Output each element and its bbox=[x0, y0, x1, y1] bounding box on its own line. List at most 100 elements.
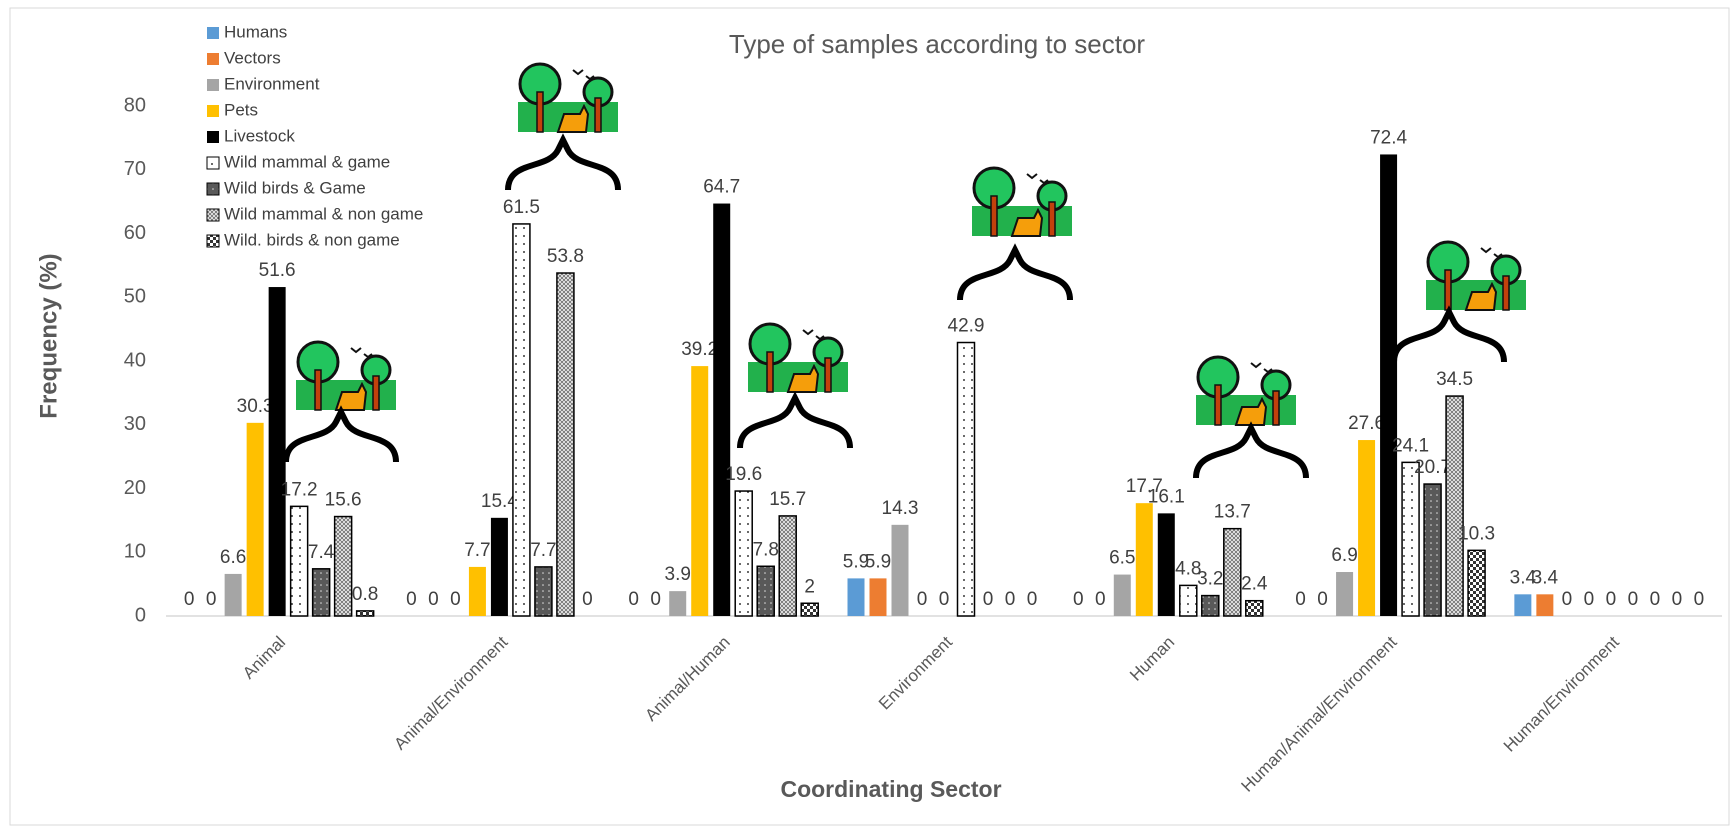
x-tick-label: Human bbox=[1126, 633, 1178, 685]
data-label: 6.6 bbox=[220, 547, 246, 568]
legend-swatch bbox=[206, 234, 220, 248]
data-label: 30.3 bbox=[237, 396, 274, 417]
data-label: 0 bbox=[1694, 589, 1705, 610]
bar bbox=[468, 566, 486, 616]
x-tick-label: Human/Animal/Environment bbox=[1237, 632, 1400, 795]
data-label: 20.7 bbox=[1414, 457, 1451, 478]
data-label: 0 bbox=[1562, 589, 1573, 610]
data-label: 2 bbox=[804, 576, 815, 597]
bar bbox=[1135, 503, 1153, 616]
data-label: 3.4 bbox=[1532, 567, 1559, 588]
data-label: 3.9 bbox=[665, 564, 691, 585]
x-tick-label: Animal/Environment bbox=[390, 632, 511, 753]
data-label: 7.4 bbox=[308, 542, 335, 563]
bar bbox=[490, 517, 508, 616]
bar bbox=[891, 524, 909, 616]
legend-swatch bbox=[206, 156, 220, 170]
data-label: 6.9 bbox=[1331, 545, 1357, 566]
decoration bbox=[286, 62, 1528, 478]
y-tick-label: 10 bbox=[124, 541, 146, 563]
data-label: 4.8 bbox=[1175, 558, 1201, 579]
data-label: 0 bbox=[628, 589, 639, 610]
data-label: 17.2 bbox=[281, 479, 318, 500]
data-label: 0 bbox=[450, 589, 461, 610]
y-tick-label: 80 bbox=[124, 94, 146, 116]
bar bbox=[1401, 461, 1420, 617]
legend-label: Vectors bbox=[224, 48, 281, 67]
data-label: 0 bbox=[983, 589, 994, 610]
bar bbox=[512, 223, 531, 617]
data-label: 0 bbox=[184, 589, 195, 610]
bar bbox=[778, 515, 797, 617]
data-label: 0 bbox=[406, 589, 417, 610]
x-tick-label: Human/Environment bbox=[1500, 632, 1623, 755]
x-axis-title: Coordinating Sector bbox=[780, 776, 1001, 802]
y-tick-label: 0 bbox=[135, 604, 146, 626]
data-label: 15.6 bbox=[325, 490, 362, 511]
bar bbox=[1336, 572, 1354, 616]
data-label: 6.5 bbox=[1109, 548, 1135, 569]
bar bbox=[800, 602, 819, 617]
bar bbox=[713, 203, 731, 616]
bar bbox=[1536, 594, 1554, 616]
bar bbox=[1113, 574, 1131, 616]
bar bbox=[847, 578, 865, 616]
y-tick-label: 30 bbox=[124, 413, 146, 435]
data-label: 16.1 bbox=[1148, 486, 1185, 507]
y-tick-label: 60 bbox=[124, 222, 146, 244]
bar bbox=[669, 591, 687, 616]
bar bbox=[268, 287, 286, 616]
bar bbox=[1157, 513, 1175, 616]
bar bbox=[534, 566, 553, 617]
bar bbox=[1223, 527, 1242, 617]
data-label: 0 bbox=[1606, 589, 1617, 610]
data-label: 0 bbox=[1095, 589, 1106, 610]
data-label: 0 bbox=[1295, 589, 1306, 610]
y-tick-label: 40 bbox=[124, 349, 146, 371]
data-label: 0 bbox=[650, 589, 661, 610]
bar bbox=[1201, 594, 1220, 617]
data-label: 2.4 bbox=[1241, 574, 1268, 595]
legend-label: Wild birds & Game bbox=[224, 178, 366, 197]
bar bbox=[311, 568, 331, 617]
legend-label: Environment bbox=[224, 74, 320, 93]
bar bbox=[1514, 594, 1532, 616]
legend-swatch bbox=[207, 53, 219, 65]
data-label: 14.3 bbox=[882, 498, 919, 519]
bar bbox=[734, 490, 753, 617]
legend-swatch bbox=[207, 131, 219, 143]
x-tick-label: Animal/Human bbox=[641, 633, 733, 725]
data-label: 0 bbox=[1628, 589, 1639, 610]
chart-border bbox=[9, 7, 1730, 826]
data-label: 0.8 bbox=[352, 584, 378, 605]
legend-label: Wild. birds & non game bbox=[224, 230, 400, 249]
data-label: 0 bbox=[1650, 589, 1661, 610]
bar bbox=[1245, 599, 1264, 617]
data-label: 19.6 bbox=[725, 464, 762, 485]
bar bbox=[355, 610, 375, 617]
legend-label: Wild mammal & non game bbox=[224, 204, 423, 223]
data-label: 15.7 bbox=[769, 489, 806, 510]
x-tick-label: Animal bbox=[239, 633, 289, 683]
legend-label: Wild mammal & game bbox=[224, 152, 390, 171]
data-label: 0 bbox=[1005, 589, 1016, 610]
y-tick-label: 70 bbox=[124, 158, 146, 180]
bar bbox=[756, 565, 775, 617]
bar bbox=[224, 573, 242, 616]
data-label: 39.2 bbox=[681, 339, 718, 360]
data-label: 3.4 bbox=[1510, 567, 1537, 588]
data-label: 15.4 bbox=[481, 491, 518, 512]
data-label: 61.5 bbox=[503, 197, 540, 218]
data-label: 7.7 bbox=[530, 540, 556, 561]
legend-label: Pets bbox=[224, 100, 258, 119]
y-tick-label: 50 bbox=[124, 286, 146, 308]
data-label: 24.1 bbox=[1392, 435, 1429, 456]
data-label: 72.4 bbox=[1370, 127, 1407, 148]
data-label: 53.8 bbox=[547, 246, 584, 267]
bar bbox=[1358, 440, 1376, 616]
legend-swatch bbox=[206, 208, 220, 222]
bar bbox=[333, 515, 353, 617]
data-label: 13.7 bbox=[1214, 502, 1251, 523]
